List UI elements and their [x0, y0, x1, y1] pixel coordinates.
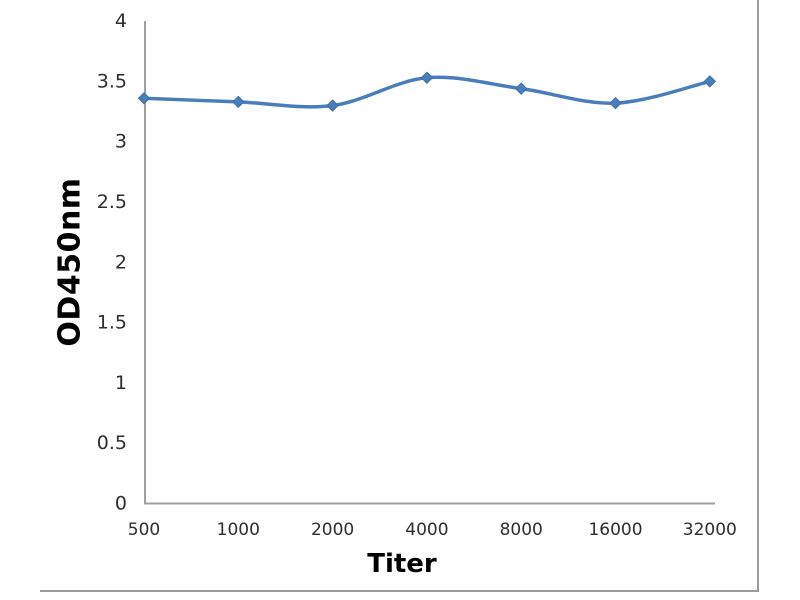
- data-point-marker: [514, 82, 528, 95]
- y-tick-label: 1.5: [97, 312, 127, 334]
- x-tick-label: 2000: [311, 520, 354, 540]
- axes: [40, 0, 759, 592]
- x-tick-label: 32000: [683, 520, 737, 540]
- y-tick-label: 4: [115, 10, 127, 32]
- x-axis-title: Titer: [367, 549, 437, 579]
- x-tick-label: 4000: [405, 520, 448, 540]
- y-tick-label: 2: [115, 251, 127, 273]
- data-point-marker: [137, 92, 151, 105]
- x-tick-label: 16000: [588, 520, 642, 540]
- y-tick-label: 1: [115, 372, 127, 394]
- x-tick-label: 8000: [500, 520, 543, 540]
- y-tick-label: 2.5: [97, 191, 127, 213]
- y-axis-title: OD450nm: [52, 177, 88, 347]
- data-point-marker: [326, 99, 339, 112]
- series-markers: [137, 71, 717, 112]
- data-point-marker: [420, 71, 434, 84]
- x-tick-label: 1000: [217, 520, 260, 540]
- data-point-marker: [609, 96, 622, 110]
- y-tick-label: 0: [115, 493, 127, 515]
- y-axis-tick-labels: 4 3.5 3 2.5 2 1.5 1 0.5 0: [97, 10, 127, 514]
- y-tick-label: 3: [115, 131, 127, 153]
- data-point-marker: [703, 75, 717, 88]
- x-tick-label: 500: [128, 520, 160, 540]
- data-point-marker: [232, 95, 245, 109]
- y-tick-label: 3.5: [97, 70, 127, 92]
- x-axis-tick-labels: 500 1000 2000 4000 8000 16000 32000: [128, 520, 737, 540]
- y-tick-label: 0.5: [97, 432, 127, 454]
